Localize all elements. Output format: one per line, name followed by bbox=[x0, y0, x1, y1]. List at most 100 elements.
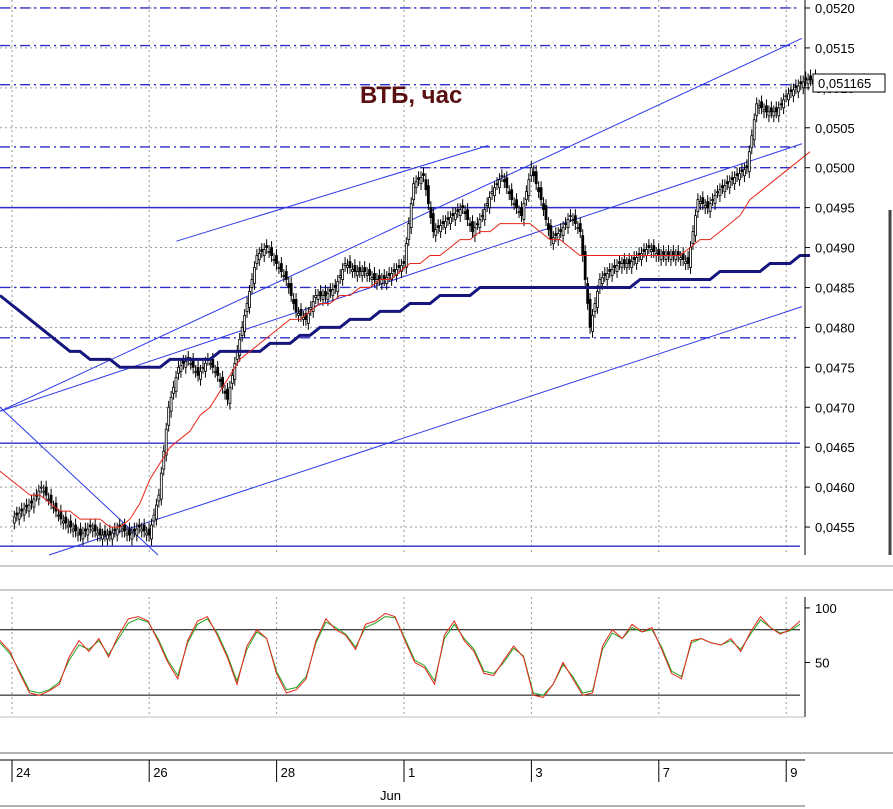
candle-body bbox=[622, 259, 626, 264]
candle-body bbox=[593, 303, 597, 312]
candle-body bbox=[483, 209, 487, 221]
candle-body bbox=[125, 532, 129, 536]
candle-body bbox=[204, 362, 207, 372]
candle-body bbox=[93, 524, 97, 532]
candle-body bbox=[262, 249, 266, 256]
candle-body bbox=[17, 512, 21, 520]
price-tick-label: 0,0505 bbox=[815, 121, 855, 136]
candle-body bbox=[760, 101, 763, 109]
oscillator-grid bbox=[11, 597, 787, 717]
candle-body bbox=[434, 229, 438, 236]
candle-body bbox=[488, 197, 492, 209]
candle-body bbox=[534, 171, 538, 185]
candle-body bbox=[174, 376, 178, 392]
candle-body bbox=[155, 504, 158, 520]
price-tick-label: 0,0485 bbox=[815, 280, 855, 295]
candle-body bbox=[201, 366, 205, 369]
candle-body bbox=[659, 255, 663, 260]
candle-body bbox=[76, 532, 80, 536]
candle-body bbox=[605, 273, 609, 280]
candle-body bbox=[74, 524, 77, 532]
candle-body bbox=[260, 249, 264, 252]
candle-body bbox=[12, 516, 16, 524]
candle-body bbox=[103, 530, 107, 536]
candle-body bbox=[211, 358, 215, 368]
channel-line bbox=[176, 144, 489, 242]
candle-body bbox=[510, 189, 514, 201]
price-axis-ticks: 0,05200,05150,05100,05050,05000,04950,04… bbox=[805, 1, 855, 535]
candle-body bbox=[66, 524, 70, 528]
candle-body bbox=[453, 213, 457, 221]
candle-body bbox=[47, 498, 51, 501]
candle-body bbox=[370, 277, 374, 280]
candle-body bbox=[769, 107, 773, 113]
pane-separator[interactable] bbox=[0, 566, 893, 590]
candle-body bbox=[282, 275, 286, 277]
candle-body bbox=[480, 215, 484, 218]
price-tick-label: 0,0495 bbox=[815, 201, 855, 216]
price-tick-label: 0,0480 bbox=[815, 320, 855, 335]
candle-body bbox=[382, 275, 386, 280]
candle-body bbox=[157, 494, 161, 502]
candle-body bbox=[618, 261, 621, 264]
candle-body bbox=[512, 203, 516, 206]
candle-body bbox=[745, 165, 749, 169]
candle-body bbox=[69, 520, 73, 528]
oscillator-tick-label: 50 bbox=[815, 655, 829, 670]
candle-body bbox=[57, 514, 60, 517]
candle-body bbox=[743, 169, 746, 177]
candle-body bbox=[27, 504, 31, 512]
candle-body bbox=[373, 273, 376, 280]
candle-body bbox=[311, 301, 315, 312]
candle-body bbox=[172, 386, 175, 394]
candle-body bbox=[86, 528, 90, 536]
candle-body bbox=[402, 261, 406, 264]
candle-body bbox=[809, 75, 812, 81]
oscillator-tick-label: 100 bbox=[815, 601, 837, 616]
candle-body bbox=[549, 225, 553, 240]
candle-body bbox=[765, 105, 768, 113]
candle-body bbox=[42, 490, 46, 493]
candle-body bbox=[725, 181, 729, 185]
candle-body bbox=[162, 450, 166, 470]
candle-body bbox=[106, 534, 109, 540]
candle-body bbox=[169, 396, 173, 412]
candle-body bbox=[625, 263, 629, 268]
candle-body bbox=[199, 370, 202, 380]
candle-body bbox=[135, 528, 139, 536]
candle-body bbox=[363, 267, 367, 272]
candle-body bbox=[466, 209, 469, 221]
candle-body bbox=[772, 111, 776, 117]
candle-body bbox=[238, 338, 242, 356]
candle-body bbox=[799, 81, 803, 85]
candle-body bbox=[83, 528, 87, 532]
candle-body bbox=[542, 203, 545, 211]
sma-fast-line bbox=[0, 151, 811, 528]
candle-body bbox=[559, 229, 563, 232]
candle-body bbox=[468, 223, 472, 226]
price-tick-label: 0,0515 bbox=[815, 41, 855, 56]
candle-body bbox=[463, 211, 467, 215]
candle-body bbox=[588, 299, 592, 328]
candle-body bbox=[475, 223, 479, 225]
candle-body bbox=[713, 195, 717, 205]
candle-body bbox=[669, 255, 673, 260]
candle-body bbox=[213, 370, 217, 373]
candle-body bbox=[387, 273, 391, 276]
candle-body bbox=[608, 269, 612, 272]
current-price-label: 0,051165 bbox=[818, 76, 871, 91]
candle-body bbox=[716, 191, 719, 194]
candle-body bbox=[718, 189, 722, 197]
candle-body bbox=[128, 528, 131, 536]
candle-body bbox=[226, 388, 229, 400]
candle-body bbox=[181, 360, 185, 364]
candle-body bbox=[782, 99, 786, 109]
candle-body bbox=[333, 285, 337, 288]
candle-body bbox=[728, 181, 732, 189]
candle-body bbox=[733, 177, 737, 185]
candle-body bbox=[101, 534, 104, 540]
candle-body bbox=[25, 504, 28, 508]
candle-body bbox=[279, 263, 283, 272]
candle-body bbox=[502, 179, 506, 183]
candle-body bbox=[458, 209, 462, 217]
